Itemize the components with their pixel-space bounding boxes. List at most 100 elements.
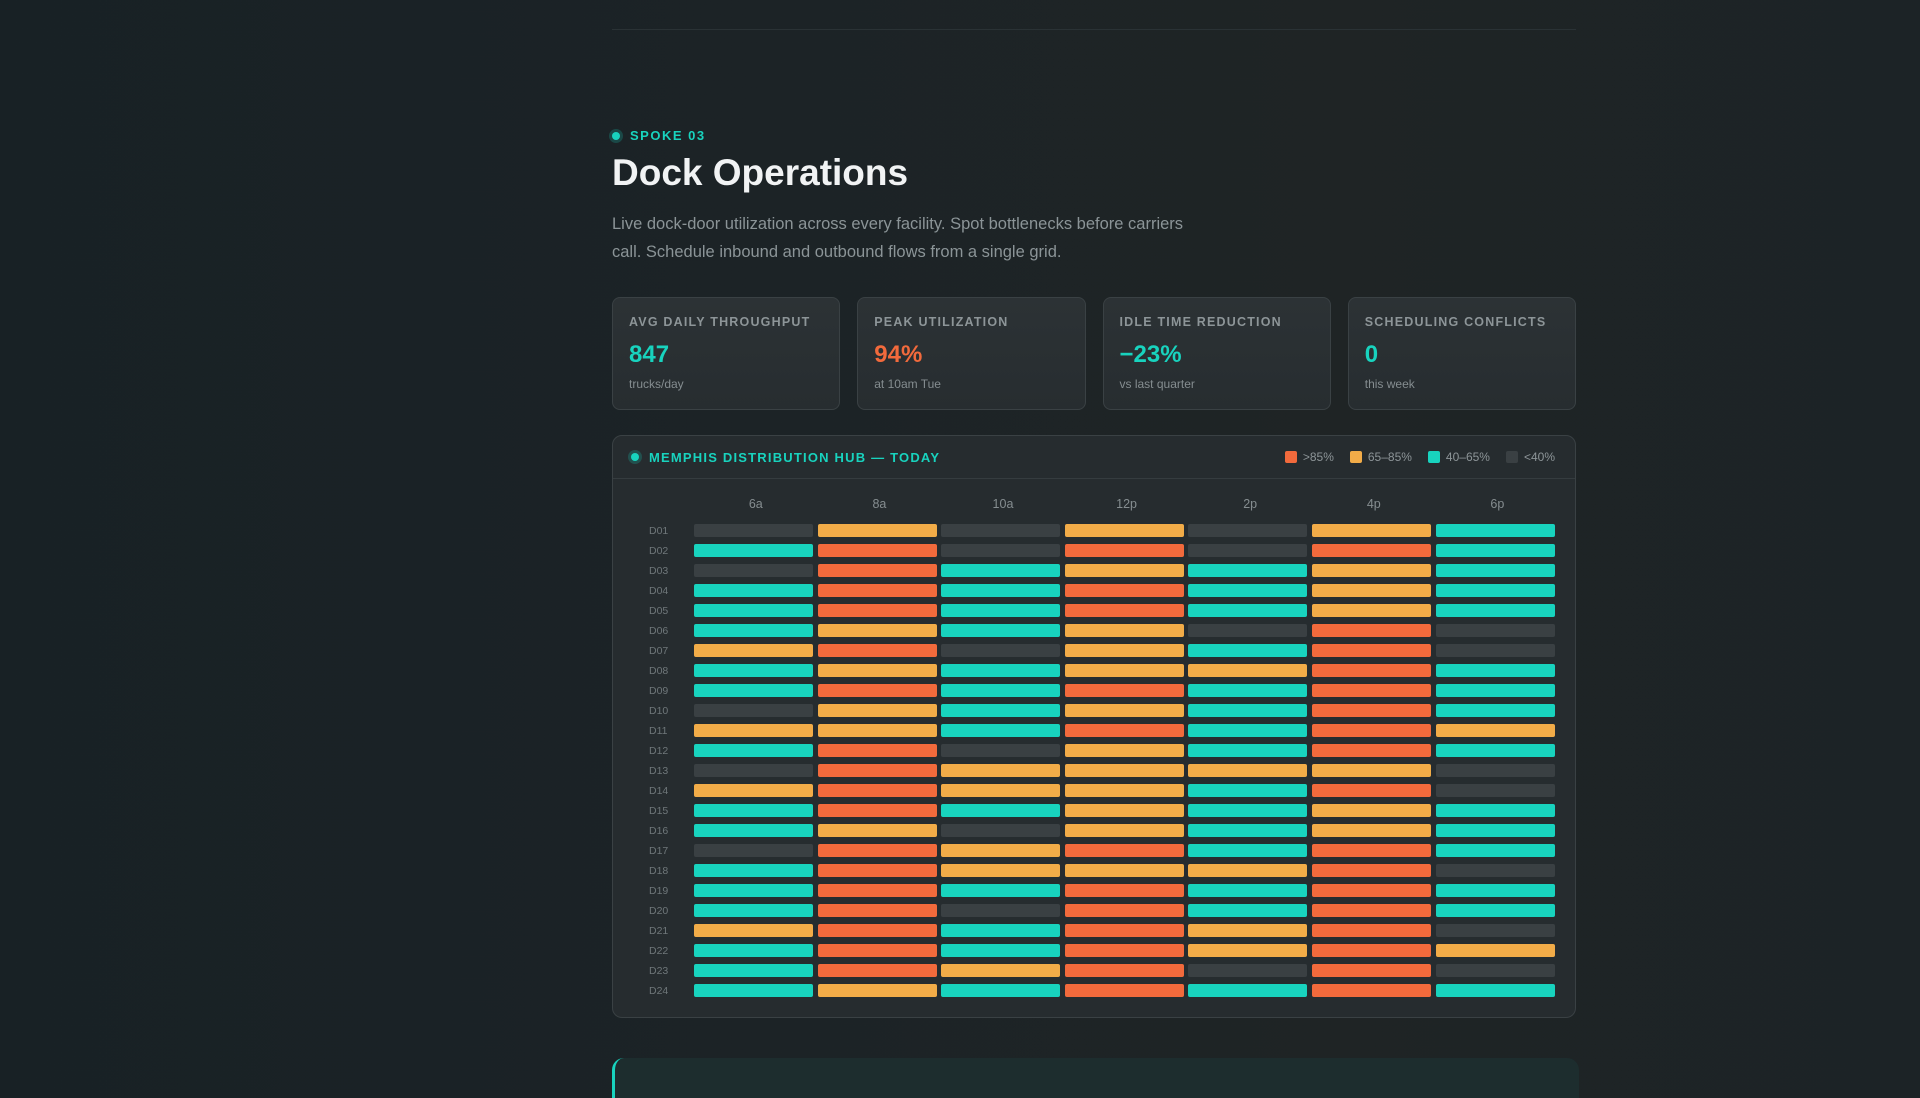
utilization-cell[interactable] [1435, 664, 1555, 677]
utilization-cell[interactable] [941, 784, 1061, 797]
utilization-cell[interactable] [1188, 824, 1308, 837]
utilization-cell[interactable] [941, 824, 1061, 837]
utilization-cell[interactable] [1064, 944, 1184, 957]
utilization-cell[interactable] [1064, 864, 1184, 877]
utilization-cell[interactable] [941, 604, 1061, 617]
utilization-cell[interactable] [817, 564, 937, 577]
utilization-cell[interactable] [941, 584, 1061, 597]
utilization-cell[interactable] [941, 844, 1061, 857]
utilization-cell[interactable] [1188, 744, 1308, 757]
utilization-cell[interactable] [694, 664, 813, 677]
utilization-cell[interactable] [694, 644, 813, 657]
utilization-cell[interactable] [1312, 684, 1431, 697]
utilization-cell[interactable] [817, 904, 937, 917]
utilization-cell[interactable] [1435, 764, 1555, 777]
utilization-cell[interactable] [1064, 664, 1184, 677]
utilization-cell[interactable] [1188, 584, 1308, 597]
utilization-cell[interactable] [817, 664, 937, 677]
utilization-cell[interactable] [1064, 584, 1184, 597]
utilization-cell[interactable] [694, 604, 813, 617]
utilization-cell[interactable] [1435, 744, 1555, 757]
utilization-cell[interactable] [1064, 984, 1184, 997]
utilization-cell[interactable] [694, 804, 813, 817]
utilization-cell[interactable] [1312, 644, 1431, 657]
utilization-cell[interactable] [694, 684, 813, 697]
utilization-cell[interactable] [941, 964, 1061, 977]
utilization-cell[interactable] [1064, 524, 1184, 537]
utilization-cell[interactable] [1188, 724, 1308, 737]
utilization-cell[interactable] [1435, 684, 1555, 697]
utilization-cell[interactable] [694, 924, 813, 937]
utilization-cell[interactable] [1435, 724, 1555, 737]
utilization-cell[interactable] [941, 884, 1061, 897]
utilization-cell[interactable] [1188, 624, 1308, 637]
utilization-cell[interactable] [1312, 984, 1431, 997]
utilization-cell[interactable] [1188, 664, 1308, 677]
utilization-cell[interactable] [1312, 704, 1431, 717]
utilization-cell[interactable] [817, 764, 937, 777]
utilization-cell[interactable] [1064, 924, 1184, 937]
utilization-cell[interactable] [1188, 644, 1308, 657]
utilization-cell[interactable] [1188, 984, 1308, 997]
utilization-cell[interactable] [817, 944, 937, 957]
utilization-cell[interactable] [1064, 804, 1184, 817]
utilization-cell[interactable] [1312, 884, 1431, 897]
utilization-cell[interactable] [694, 564, 813, 577]
utilization-cell[interactable] [1188, 964, 1308, 977]
utilization-cell[interactable] [1064, 764, 1184, 777]
utilization-cell[interactable] [1064, 884, 1184, 897]
utilization-cell[interactable] [1064, 684, 1184, 697]
utilization-cell[interactable] [1188, 924, 1308, 937]
utilization-cell[interactable] [1064, 704, 1184, 717]
utilization-cell[interactable] [817, 544, 937, 557]
utilization-cell[interactable] [1312, 944, 1431, 957]
utilization-cell[interactable] [1435, 924, 1555, 937]
utilization-cell[interactable] [1435, 604, 1555, 617]
utilization-cell[interactable] [694, 884, 813, 897]
utilization-cell[interactable] [941, 684, 1061, 697]
utilization-cell[interactable] [941, 984, 1061, 997]
utilization-cell[interactable] [694, 964, 813, 977]
utilization-cell[interactable] [1312, 724, 1431, 737]
utilization-cell[interactable] [817, 644, 937, 657]
utilization-cell[interactable] [941, 764, 1061, 777]
utilization-cell[interactable] [1312, 824, 1431, 837]
utilization-cell[interactable] [941, 864, 1061, 877]
utilization-cell[interactable] [941, 804, 1061, 817]
utilization-cell[interactable] [1435, 804, 1555, 817]
utilization-cell[interactable] [694, 984, 813, 997]
utilization-cell[interactable] [1435, 864, 1555, 877]
utilization-cell[interactable] [1312, 924, 1431, 937]
utilization-cell[interactable] [941, 544, 1061, 557]
utilization-cell[interactable] [694, 624, 813, 637]
utilization-cell[interactable] [1188, 604, 1308, 617]
utilization-cell[interactable] [817, 844, 937, 857]
utilization-cell[interactable] [1312, 604, 1431, 617]
utilization-cell[interactable] [1064, 564, 1184, 577]
utilization-cell[interactable] [817, 604, 937, 617]
utilization-cell[interactable] [1188, 784, 1308, 797]
utilization-cell[interactable] [1435, 844, 1555, 857]
utilization-cell[interactable] [694, 784, 813, 797]
utilization-cell[interactable] [1312, 844, 1431, 857]
utilization-cell[interactable] [1312, 784, 1431, 797]
utilization-cell[interactable] [941, 744, 1061, 757]
utilization-cell[interactable] [1312, 524, 1431, 537]
utilization-cell[interactable] [694, 864, 813, 877]
utilization-cell[interactable] [1435, 564, 1555, 577]
utilization-cell[interactable] [694, 744, 813, 757]
utilization-cell[interactable] [817, 984, 937, 997]
utilization-cell[interactable] [817, 784, 937, 797]
utilization-cell[interactable] [817, 724, 937, 737]
utilization-cell[interactable] [1064, 904, 1184, 917]
utilization-cell[interactable] [1435, 784, 1555, 797]
utilization-cell[interactable] [941, 524, 1061, 537]
utilization-cell[interactable] [941, 704, 1061, 717]
utilization-cell[interactable] [1312, 804, 1431, 817]
utilization-cell[interactable] [1188, 764, 1308, 777]
utilization-cell[interactable] [1312, 904, 1431, 917]
utilization-cell[interactable] [1188, 564, 1308, 577]
utilization-cell[interactable] [1188, 944, 1308, 957]
utilization-cell[interactable] [1312, 764, 1431, 777]
utilization-cell[interactable] [694, 764, 813, 777]
